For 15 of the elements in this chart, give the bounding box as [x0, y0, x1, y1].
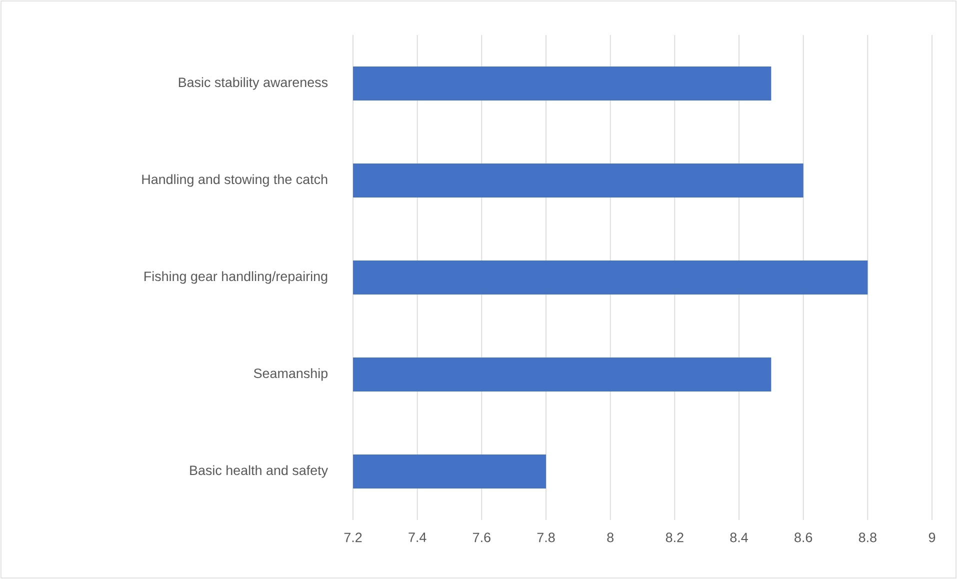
- y-tick-label: Seamanship: [254, 368, 328, 381]
- y-tick-label: Fishing gear handling/repairing: [144, 271, 328, 284]
- x-tick-label: 7.8: [537, 532, 555, 542]
- y-tick-label: Basic stability awareness: [178, 77, 328, 90]
- x-tick-label: 8.4: [730, 532, 748, 542]
- x-tick-label: 7.4: [408, 532, 426, 542]
- x-tick-label: 9: [928, 532, 936, 542]
- x-tick-label: 8.2: [666, 532, 684, 542]
- y-tick-label: Basic health and safety: [190, 465, 328, 478]
- x-tick-label: 8: [607, 532, 614, 542]
- x-tick-label: 8.8: [858, 532, 876, 542]
- x-tick-label: 7.6: [473, 532, 490, 542]
- x-tick-label: 7.2: [344, 532, 362, 542]
- x-tick-label: 8.6: [794, 532, 812, 542]
- y-tick-label: Handling and stowing the catch: [142, 174, 328, 187]
